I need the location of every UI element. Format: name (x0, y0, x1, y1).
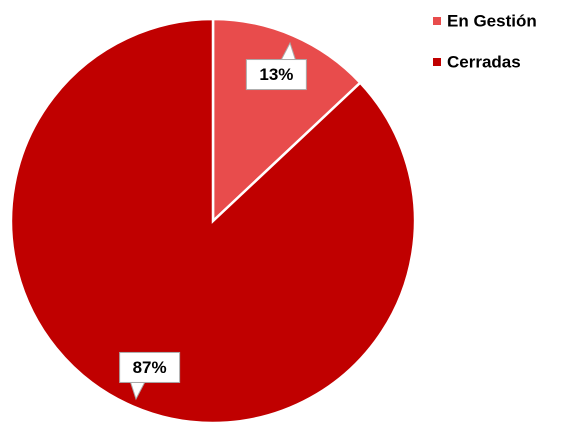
legend-label: Cerradas (447, 52, 521, 71)
legend-label: En Gestión (447, 11, 537, 30)
legend-swatch (433, 58, 441, 66)
label-box (245, 59, 307, 91)
data-label: 13% (259, 65, 293, 84)
data-label: 87% (133, 358, 167, 377)
legend-swatch (433, 17, 441, 25)
pie-slice (9, 17, 417, 423)
label-box (119, 351, 181, 383)
